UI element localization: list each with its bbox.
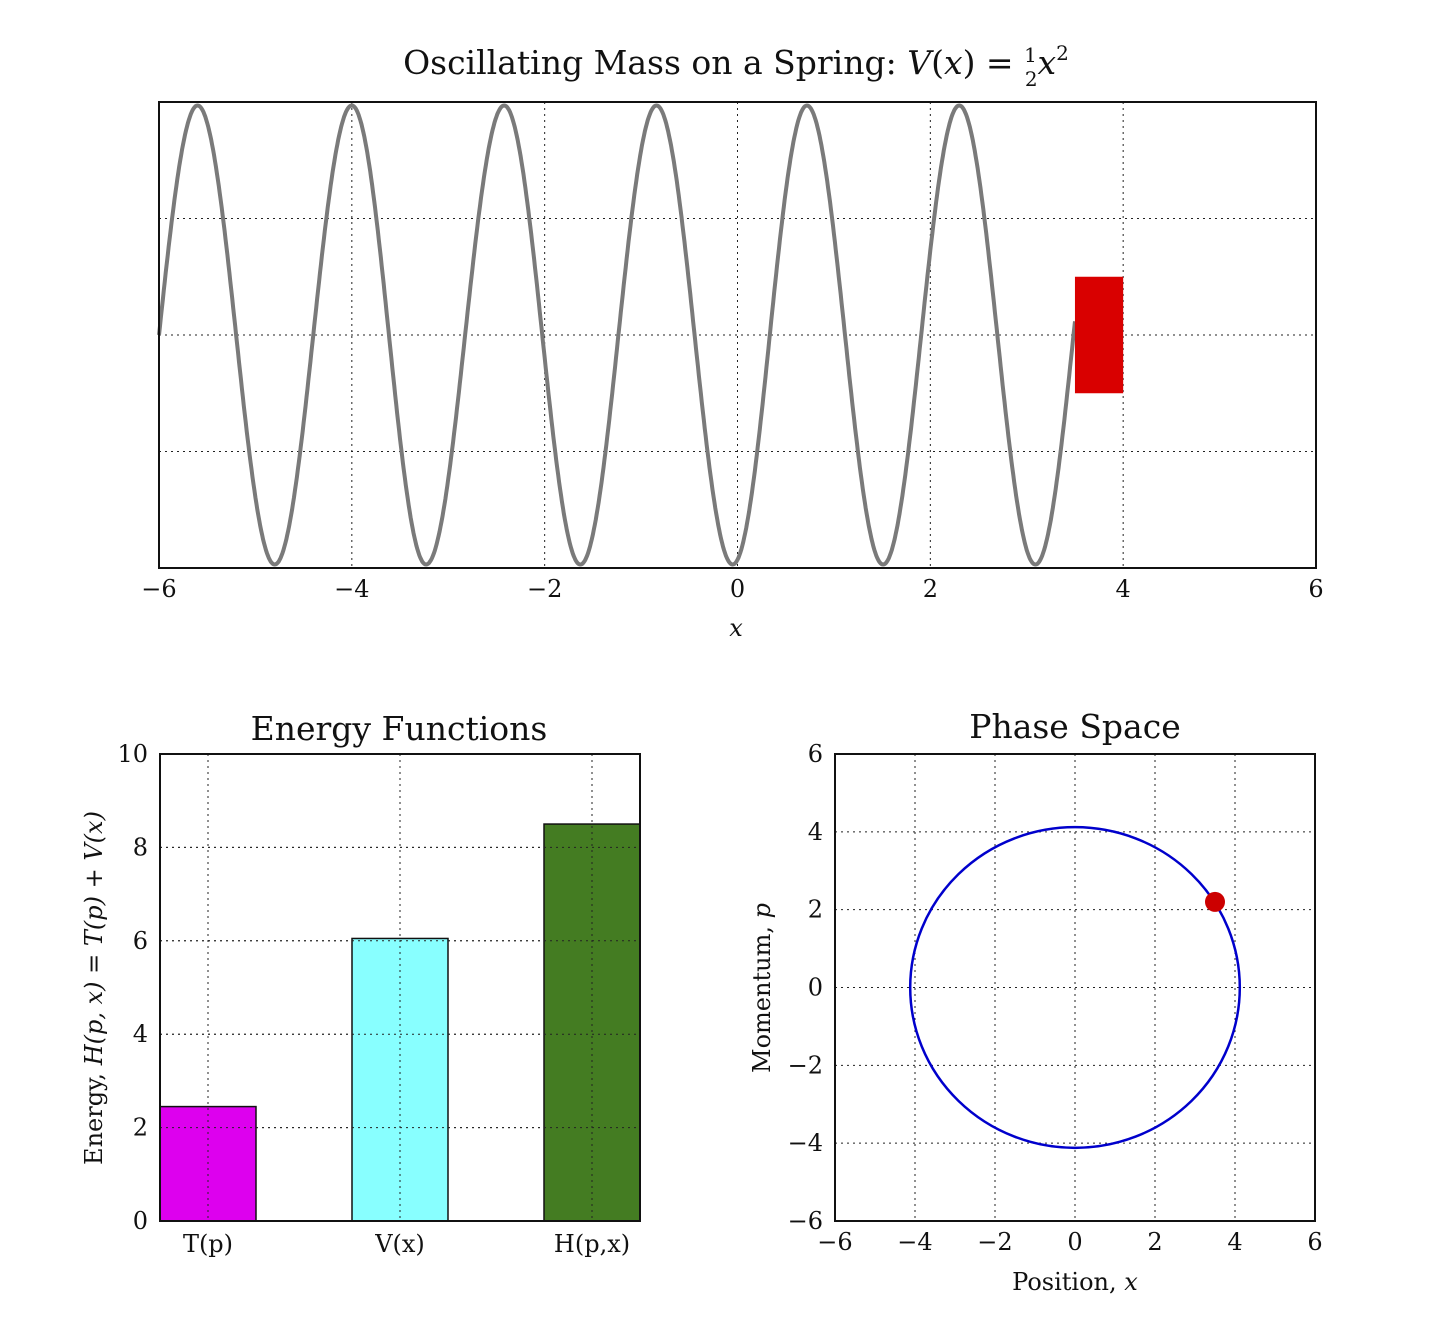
spring-x-axis-label: x [729, 614, 743, 642]
x-tick-label: −6 [141, 575, 176, 603]
x-tick-label: 4 [1227, 1228, 1242, 1256]
x-tick-label: 0 [730, 575, 745, 603]
mass-block-group [1074, 276, 1124, 394]
y-tick-label: 4 [133, 1020, 148, 1048]
energy-y-ticks: 0 2 4 6 8 10 [117, 740, 148, 1235]
phase-chart-title: Phase Space [969, 707, 1181, 746]
x-tick-label: T(p) [183, 1230, 233, 1258]
x-tick-label: −4 [334, 575, 369, 603]
y-tick-label: 6 [808, 740, 823, 768]
x-tick-label: V(x) [374, 1230, 425, 1258]
bar-2 [543, 823, 641, 1222]
spring-plot-frame [158, 101, 1317, 569]
x-tick-label: −6 [817, 1228, 852, 1256]
phase-orbit-group [908, 825, 1242, 1150]
y-tick-label: −2 [788, 1051, 823, 1079]
y-tick-label: 4 [808, 818, 823, 846]
x-tick-label: −2 [977, 1228, 1012, 1256]
y-tick-label: 2 [133, 1114, 148, 1142]
spring-chart-title: Oscillating Mass on a Spring: V(x) = 1 2x… [403, 41, 1069, 91]
energy-plot-frame [159, 753, 641, 1222]
phase-plot-frame [834, 753, 1316, 1222]
phase-orbit [908, 825, 1242, 1150]
energy-x-ticks: T(p) V(x) H(p,x) [183, 1230, 630, 1258]
x-tick-label: 4 [1116, 575, 1131, 603]
phase-y-axis-label: Momentum, p [748, 903, 776, 1073]
phase-x-axis-label: Position, x [1012, 1268, 1138, 1296]
y-tick-label: 0 [808, 974, 823, 1002]
phase-point-group [1205, 891, 1225, 912]
phase-y-ticks: −6 −4 −2 0 2 4 6 [788, 740, 823, 1235]
spring-panel: Oscillating Mass on a Spring: V(x) = 1 2x… [141, 41, 1323, 642]
energy-bars [159, 754, 641, 1222]
spring-line [157, 103, 1077, 567]
energy-grid-overlay [160, 754, 640, 1221]
y-tick-label: 8 [133, 833, 148, 861]
x-tick-label: 2 [923, 575, 938, 603]
spring-line-group [157, 103, 1077, 567]
phase-x-ticks: −6 −4 −2 0 2 4 6 [817, 1228, 1322, 1256]
y-tick-label: 2 [808, 896, 823, 924]
x-tick-label: −4 [897, 1228, 932, 1256]
spring-x-ticks: −6 −4 −2 0 2 4 6 [141, 575, 1323, 603]
phase-point [1205, 891, 1225, 912]
x-tick-label: 6 [1307, 1228, 1322, 1256]
y-tick-label: 6 [133, 927, 148, 955]
phase-panel: Phase Space −6 −4 −2 0 2 4 6 −6 −4 −2 0 2 4 6 Positi… [748, 707, 1323, 1296]
spring-grid [159, 102, 1316, 568]
x-tick-label: 6 [1308, 575, 1323, 603]
y-tick-label: 10 [117, 740, 148, 768]
x-tick-label: −2 [527, 575, 562, 603]
x-tick-label: 2 [1147, 1228, 1162, 1256]
energy-y-axis-label: Energy, H(p, x) = T(p) + V(x) [80, 811, 108, 1165]
x-tick-label: 0 [1067, 1228, 1082, 1256]
energy-chart-title: Energy Functions [251, 709, 548, 748]
phase-grid [835, 754, 1315, 1221]
y-tick-label: −6 [788, 1207, 823, 1235]
y-tick-label: −4 [788, 1129, 823, 1157]
mass-block [1074, 276, 1124, 394]
y-tick-label: 0 [133, 1207, 148, 1235]
x-tick-label: H(p,x) [554, 1230, 630, 1258]
